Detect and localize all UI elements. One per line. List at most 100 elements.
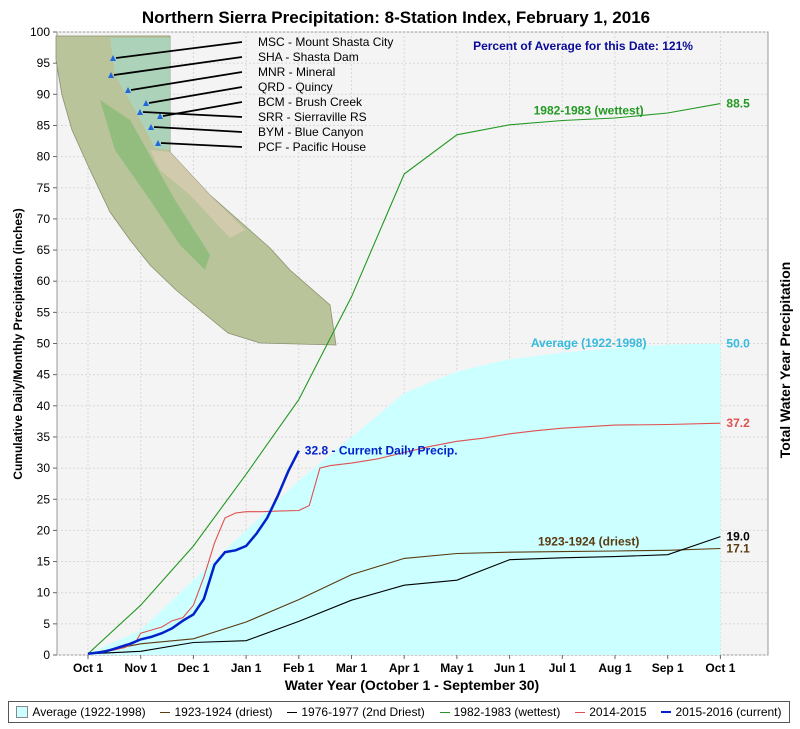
percent-of-average-note: Percent of Average for this Date: 121% [473,39,693,53]
y-tick-label: 50 [37,337,51,351]
series-inline-label: Average (1922-1998) [531,336,647,350]
legend-label: 1982-1983 (wettest) [453,705,561,719]
x-tick-label: Sep 1 [652,661,684,675]
sierra-nevada [150,150,245,238]
station-leader-line [113,56,243,76]
legend-label: 1976-1977 (2nd Driest) [301,705,425,719]
station-leader-line [160,142,243,148]
station-leader-line [142,111,243,118]
series-line [87,547,721,655]
station-label: SHA - Shasta Dam [258,50,359,64]
y-tick-label: 40 [37,399,51,413]
y-tick-label: 95 [37,56,51,70]
x-tick-label: Mar 1 [336,661,368,675]
station-marker-icon [110,55,116,61]
legend-item: Average (1922-1998) [16,705,146,719]
series-line [87,450,300,656]
legend-label: 2015-2016 (current) [675,705,782,719]
legend-label: Average (1922-1998) [32,705,146,719]
station-leader-line [115,41,243,59]
y-tick-label: 100 [30,25,50,39]
series-line [87,103,721,655]
legend-swatch-icon [160,711,171,713]
y-tick-label: 75 [37,181,51,195]
legend-swatch-icon [16,706,29,718]
station-leader-line [148,86,243,104]
x-tick-label: May 1 [440,661,474,675]
x-axis-ticks: Oct 1 Nov 1 Dec 1 Jan 1 Feb 1 Mar 1 Apr 1 May 1… [73,655,736,675]
station-marker-icon [137,109,143,115]
y-tick-label: 80 [37,150,51,164]
y-tick-label: 0 [43,648,50,662]
y-axis-ticks: 0 5 10 15 20 25 30 35 40 45 50 55 60 65 70 75 80 85 90 95 10… [30,25,57,662]
station-label: MSC - Mount Shasta City [258,35,393,49]
y-tick-label: 25 [37,492,51,506]
station-label: PCF - Pacific House [258,140,366,154]
y-tick-label: 30 [37,461,51,475]
station-marker-icon [125,87,131,93]
legend-swatch-icon [575,711,586,713]
legend-item: 1976-1977 (2nd Driest) [287,705,425,719]
end-value-label: 50.0 [726,337,750,351]
station-marker-icon [157,113,163,119]
northern-sierra-region [110,38,170,150]
legend-swatch-icon [661,711,672,713]
legend-label: 2014-2015 [589,705,647,719]
y-tick-label: 5 [43,617,50,631]
x-tick-label: Feb 1 [283,661,315,675]
series-inline-label: 1923-1924 (driest) [538,535,639,549]
series-line [87,536,721,655]
station-label: SRR - Sierraville RS [258,110,367,124]
end-value-label: 37.2 [726,416,750,430]
y-tick-label: 70 [37,212,51,226]
station-leader-line [130,71,243,91]
y-axis-label: Cumulative Daily/Monthly Precipitation (… [11,208,25,479]
x-axis-label: Water Year (October 1 - September 30) [285,677,539,693]
end-value-label: 17.1 [726,541,750,555]
station-label: BCM - Brush Creek [258,95,363,109]
legend-item: 2015-2016 (current) [661,705,782,719]
x-tick-label: Oct 1 [705,661,735,675]
x-tick-label: Apr 1 [389,661,420,675]
y-tick-label: 65 [37,243,51,257]
y-tick-label: 85 [37,118,51,132]
end-value-label: 32.8 - Current Daily Precip. [305,444,458,458]
average-area [88,343,721,655]
right-axis-label: Total Water Year Precipitation [777,262,793,459]
station-marker-icon [143,100,149,106]
y-tick-label: 90 [37,87,51,101]
station-label: BYM - Blue Canyon [258,125,363,139]
station-marker-icon [148,124,154,130]
y-tick-label: 10 [37,586,51,600]
end-value-label: 19.0 [726,530,750,544]
x-tick-label: Nov 1 [124,661,157,675]
chart-legend: Average (1922-1998) 1923-1924 (driest) 197… [8,701,790,723]
legend-label: 1923-1924 (driest) [174,705,273,719]
station-label: QRD - Quincy [258,80,333,94]
y-tick-label: 35 [37,430,51,444]
legend-swatch-icon [439,711,450,713]
x-tick-label: Aug 1 [598,661,632,675]
station-marker-icon [108,72,114,78]
end-value-label: 88.5 [726,97,750,111]
legend-swatch-icon [287,711,298,713]
central-valley [100,100,210,270]
station-label: MNR - Mineral [258,65,335,79]
y-tick-label: 60 [37,274,51,288]
x-tick-label: Jan 1 [231,661,262,675]
precipitation-chart: Northern Sierra Precipitation: 8-Station… [11,8,793,693]
y-tick-label: 15 [37,555,51,569]
average-area-layer [88,343,721,655]
x-tick-label: Dec 1 [177,661,209,675]
x-tick-label: Jul 1 [549,661,577,675]
x-tick-label: Oct 1 [73,661,103,675]
x-tick-label: Jun 1 [494,661,526,675]
legend-item: 1982-1983 (wettest) [439,705,561,719]
series-lines-layer [87,103,721,656]
series-labels-layer: 50.0 Average (1922-1998) 17.1 1923-1924 (dr… [305,97,750,556]
chart-title: Northern Sierra Precipitation: 8-Station… [142,8,650,27]
legend-item: 2014-2015 [575,705,647,719]
station-marker-icon [155,140,161,146]
y-tick-label: 20 [37,523,51,537]
